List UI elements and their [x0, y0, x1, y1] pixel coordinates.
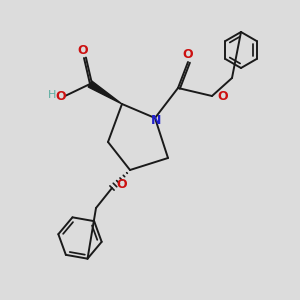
- Polygon shape: [88, 81, 122, 104]
- Text: O: O: [78, 44, 88, 58]
- Text: O: O: [217, 89, 228, 103]
- Text: H: H: [48, 90, 56, 100]
- Text: O: O: [183, 49, 193, 62]
- Text: O: O: [116, 178, 127, 191]
- Text: N: N: [151, 113, 161, 127]
- Text: O: O: [56, 89, 66, 103]
